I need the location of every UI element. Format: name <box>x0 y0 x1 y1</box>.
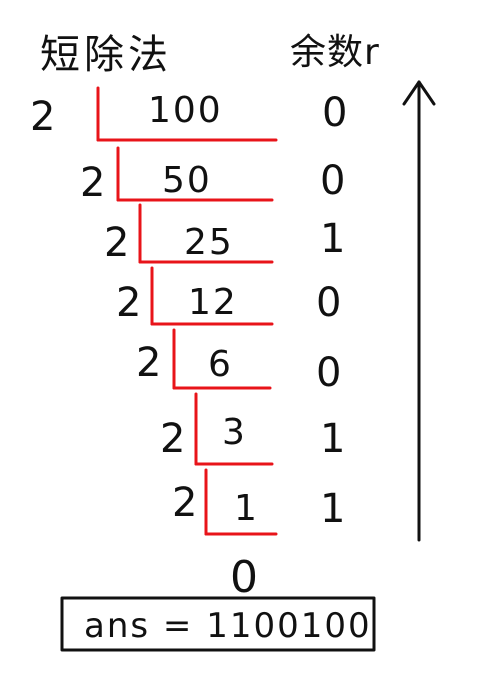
step-4: 2 6 0 <box>136 328 341 396</box>
divisor: 2 <box>160 416 185 462</box>
dividend: 6 <box>208 344 233 385</box>
dividend: 100 <box>148 90 223 131</box>
divisor: 2 <box>30 94 55 140</box>
dividend: 3 <box>222 412 247 453</box>
remainder: 1 <box>320 416 345 462</box>
step-2: 2 25 1 <box>104 203 345 266</box>
remainder: 1 <box>320 216 345 262</box>
dividend: 50 <box>162 160 212 201</box>
remainder: 0 <box>322 90 347 136</box>
divisor: 2 <box>172 480 197 526</box>
dividend: 1 <box>234 488 259 529</box>
step-6: 2 1 1 <box>172 468 345 536</box>
remainder: 1 <box>320 486 345 532</box>
dividend: 25 <box>184 222 234 263</box>
dividend: 12 <box>188 282 238 323</box>
final-quotient: 0 <box>230 552 258 603</box>
answer-box: ans = 1100100 <box>60 596 376 652</box>
step-5: 2 3 1 <box>160 392 345 466</box>
divisor: 2 <box>80 160 105 206</box>
title: 短除法 <box>40 32 172 78</box>
step-1: 2 50 0 <box>80 146 345 206</box>
remainder-header: 余数r <box>290 32 380 73</box>
step-3: 2 12 0 <box>116 266 341 326</box>
answer-text: ans = 1100100 <box>84 606 372 646</box>
remainder: 0 <box>316 280 341 326</box>
remainder: 0 <box>316 350 341 396</box>
divisor: 2 <box>116 280 141 326</box>
divisor: 2 <box>136 340 161 386</box>
step-0: 2 100 0 <box>30 86 347 142</box>
up-arrow-icon <box>402 80 436 542</box>
remainder: 0 <box>320 158 345 204</box>
answer-box-border <box>60 596 376 652</box>
divisor: 2 <box>104 220 129 266</box>
